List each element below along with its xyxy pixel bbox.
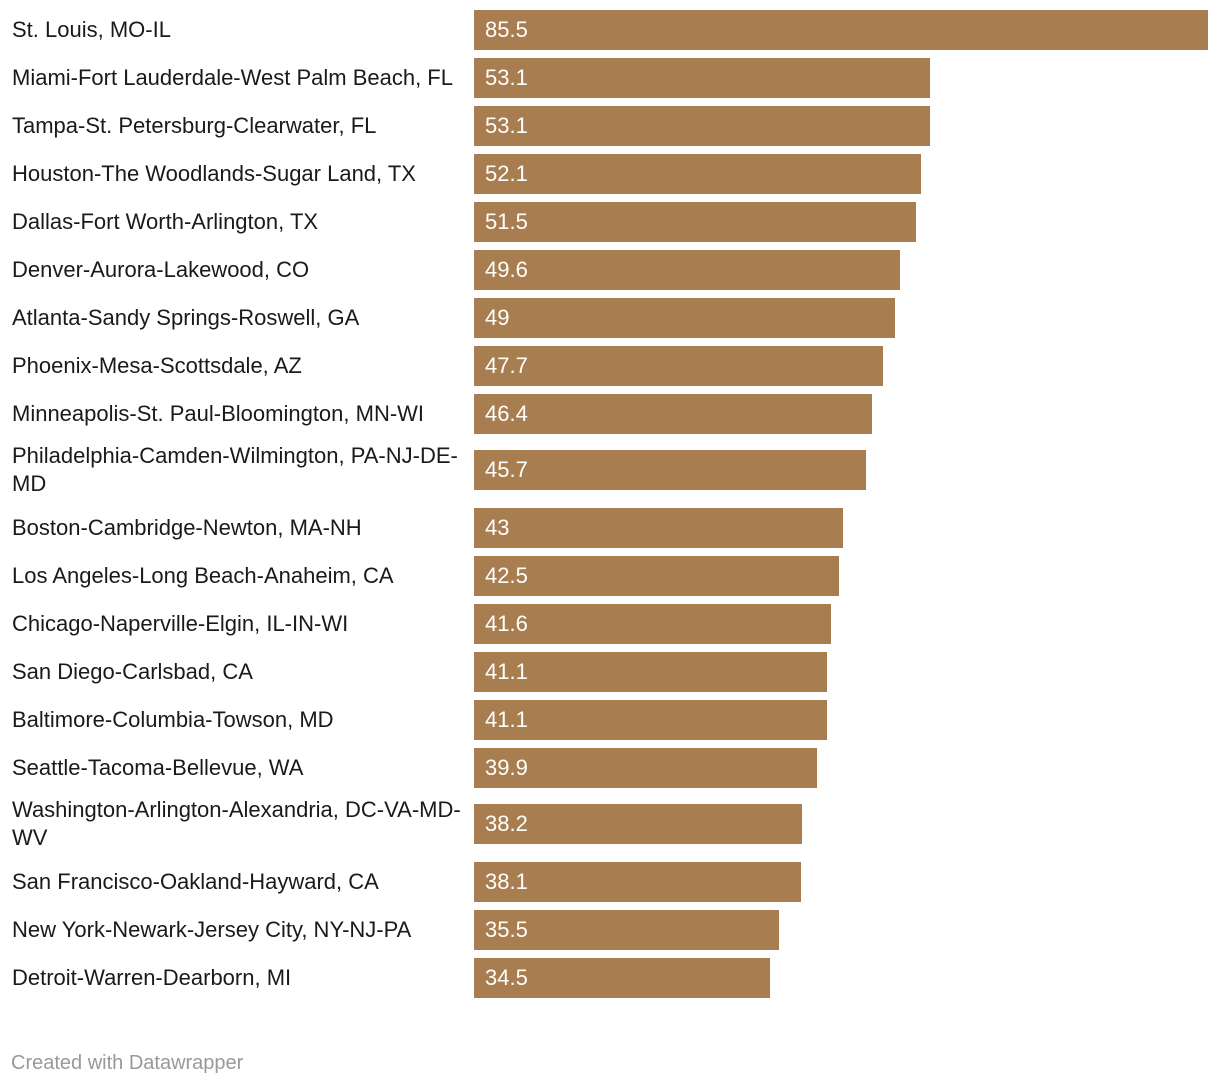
category-label: Phoenix-Mesa-Scottsdale, AZ bbox=[12, 353, 302, 378]
bar-value-label: 41.6 bbox=[485, 611, 528, 636]
bar: 47.7 bbox=[474, 346, 884, 386]
bar: 42.5 bbox=[474, 556, 839, 596]
bar-value-label: 39.9 bbox=[485, 755, 528, 780]
bar: 41.1 bbox=[474, 652, 827, 692]
bar: 52.1 bbox=[474, 154, 922, 194]
bar: 49 bbox=[474, 298, 895, 338]
category-label: Miami-Fort Lauderdale-West Palm Beach, F… bbox=[12, 65, 453, 90]
bar: 41.6 bbox=[474, 604, 832, 644]
bar: 49.6 bbox=[474, 250, 900, 290]
bar: 41.1 bbox=[474, 700, 827, 740]
bar-value-label: 38.1 bbox=[485, 869, 528, 894]
footer-credit: Created with Datawrapper bbox=[11, 1052, 244, 1074]
chart-row: Dallas-Fort Worth-Arlington, TX 51.5 bbox=[0, 202, 1220, 242]
bar-value-label: 34.5 bbox=[485, 965, 528, 990]
category-label: Minneapolis-St. Paul-Bloomington, MN-WI bbox=[12, 401, 425, 426]
category-label: St. Louis, MO-IL bbox=[12, 17, 171, 42]
chart-row: Minneapolis-St. Paul-Bloomington, MN-WI 4… bbox=[0, 394, 1220, 434]
bar-value-label: 38.2 bbox=[485, 811, 528, 836]
bar-value-label: 49 bbox=[485, 305, 510, 330]
bar-value-label: 53.1 bbox=[485, 65, 528, 90]
category-label: Atlanta-Sandy Springs-Roswell, GA bbox=[12, 305, 360, 330]
chart-row: San Diego-Carlsbad, CA 41.1 bbox=[0, 652, 1220, 692]
bar-value-label: 52.1 bbox=[485, 161, 528, 186]
bar-value-label: 85.5 bbox=[485, 17, 528, 42]
category-label: Philadelphia-Camden-Wilmington, PA-NJ-DE… bbox=[12, 443, 458, 496]
bar: 34.5 bbox=[474, 958, 771, 998]
category-label: Detroit-Warren-Dearborn, MI bbox=[12, 965, 292, 990]
chart-row: Washington-Arlington-Alexandria, DC-VA-M… bbox=[0, 796, 1220, 852]
chart-row: Seattle-Tacoma-Bellevue, WA 39.9 bbox=[0, 748, 1220, 788]
bar-value-label: 46.4 bbox=[485, 401, 528, 426]
bar-value-label: 42.5 bbox=[485, 563, 528, 588]
bar-value-label: 45.7 bbox=[485, 457, 528, 482]
category-label: Denver-Aurora-Lakewood, CO bbox=[12, 257, 310, 282]
bar: 45.7 bbox=[474, 450, 867, 490]
bar: 51.5 bbox=[474, 202, 917, 242]
chart-row: Atlanta-Sandy Springs-Roswell, GA 49 bbox=[0, 298, 1220, 338]
category-label: San Diego-Carlsbad, CA bbox=[12, 659, 253, 684]
bar-value-label: 53.1 bbox=[485, 113, 528, 138]
chart-row: Phoenix-Mesa-Scottsdale, AZ 47.7 bbox=[0, 346, 1220, 386]
chart-row: San Francisco-Oakland-Hayward, CA 38.1 bbox=[0, 862, 1220, 902]
chart-row: Los Angeles-Long Beach-Anaheim, CA 42.5 bbox=[0, 556, 1220, 596]
category-label: Los Angeles-Long Beach-Anaheim, CA bbox=[12, 563, 394, 588]
bar: 39.9 bbox=[474, 748, 817, 788]
bar: 35.5 bbox=[474, 910, 779, 950]
category-label: San Francisco-Oakland-Hayward, CA bbox=[12, 869, 379, 894]
bar-value-label: 47.7 bbox=[485, 353, 528, 378]
bar-chart: St. Louis, MO-IL 85.5 Miami-Fort Lauderdal… bbox=[0, 10, 1220, 998]
bar: 53.1 bbox=[474, 106, 930, 146]
chart-row: Houston-The Woodlands-Sugar Land, TX 52.1 bbox=[0, 154, 1220, 194]
chart-row: Detroit-Warren-Dearborn, MI 34.5 bbox=[0, 958, 1220, 998]
chart-row: St. Louis, MO-IL 85.5 bbox=[0, 10, 1220, 50]
chart-row: Baltimore-Columbia-Towson, MD 41.1 bbox=[0, 700, 1220, 740]
category-label: Boston-Cambridge-Newton, MA-NH bbox=[12, 515, 362, 540]
chart-row: Boston-Cambridge-Newton, MA-NH 43 bbox=[0, 508, 1220, 548]
category-label: Houston-The Woodlands-Sugar Land, TX bbox=[12, 161, 416, 186]
bar-value-label: 43 bbox=[485, 515, 510, 540]
bar: 85.5 bbox=[474, 10, 1208, 50]
category-label: New York-Newark-Jersey City, NY-NJ-PA bbox=[12, 917, 412, 942]
chart-row: Philadelphia-Camden-Wilmington, PA-NJ-DE… bbox=[0, 442, 1220, 498]
category-label: Seattle-Tacoma-Bellevue, WA bbox=[12, 755, 304, 780]
category-label: Washington-Arlington-Alexandria, DC-VA-M… bbox=[12, 797, 461, 850]
category-label: Baltimore-Columbia-Towson, MD bbox=[12, 707, 334, 732]
chart-row: Chicago-Naperville-Elgin, IL-IN-WI 41.6 bbox=[0, 604, 1220, 644]
chart-row: New York-Newark-Jersey City, NY-NJ-PA 35.… bbox=[0, 910, 1220, 950]
bar: 43 bbox=[474, 508, 844, 548]
bar-value-label: 41.1 bbox=[485, 659, 528, 684]
chart-row: Tampa-St. Petersburg-Clearwater, FL 53.1 bbox=[0, 106, 1220, 146]
chart-row: Miami-Fort Lauderdale-West Palm Beach, F… bbox=[0, 58, 1220, 98]
bar-value-label: 41.1 bbox=[485, 707, 528, 732]
bar: 46.4 bbox=[474, 394, 873, 434]
category-label: Tampa-St. Petersburg-Clearwater, FL bbox=[12, 113, 377, 138]
bar-value-label: 49.6 bbox=[485, 257, 528, 282]
chart-row: Denver-Aurora-Lakewood, CO 49.6 bbox=[0, 250, 1220, 290]
bar-value-label: 51.5 bbox=[485, 209, 528, 234]
category-label: Dallas-Fort Worth-Arlington, TX bbox=[12, 209, 319, 234]
category-label: Chicago-Naperville-Elgin, IL-IN-WI bbox=[12, 611, 349, 636]
bar-value-label: 35.5 bbox=[485, 917, 528, 942]
bar: 53.1 bbox=[474, 58, 930, 98]
bar: 38.2 bbox=[474, 804, 802, 844]
bar: 38.1 bbox=[474, 862, 802, 902]
